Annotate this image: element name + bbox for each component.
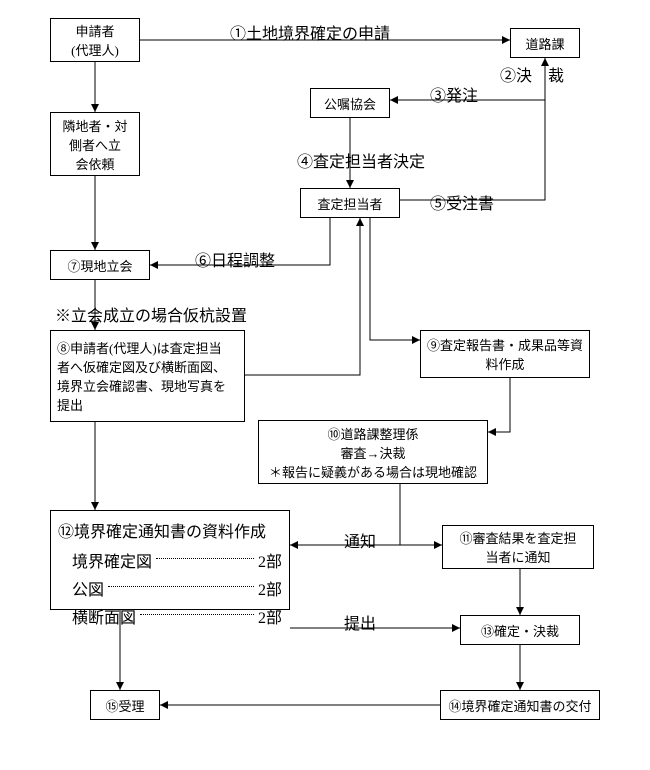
node-applicant: 申請者(代理人) — [50, 18, 140, 62]
docs12-row: 公図 2部 — [72, 576, 282, 600]
edge-label-5: ⑤受注書 — [430, 190, 494, 214]
node-notify11: ⑪審査結果を査定担当者に通知 — [442, 525, 594, 569]
node-meeting: ⑦現地立会 — [50, 250, 150, 280]
node-assoc: 公嘱協会 — [310, 88, 390, 118]
node-neighbor: 隣地者・対側者へ立会依頼 — [50, 112, 140, 176]
docs12-content: ⑫境界確定通知書の資料作成 境界確定図 2部 公図 2部 横断面図 2部 — [58, 518, 282, 632]
node-roaddiv: 道路課 — [510, 28, 580, 58]
node-report9: ⑨査定報告書・成果品等資料作成 — [420, 330, 590, 378]
node-accept15: ⑮受理 — [90, 690, 160, 720]
node-confirm13: ⑬確定・決裁 — [460, 615, 580, 645]
edge-label-6: ⑥日程調整 — [195, 247, 275, 271]
edge-label-4: ④査定担当者決定 — [297, 148, 425, 172]
node-submit: ⑧申請者(代理人)は査定担当者へ仮確定図及び横断面図、境界立会確認書、現地写真を… — [50, 330, 245, 422]
edge-label-notify: 通知 — [344, 528, 376, 552]
node-review10: ⑩道路課整理係審査→決裁＊報告に疑義がある場合は現地確認 — [258, 420, 488, 484]
docs12-title: ⑫境界確定通知書の資料作成 — [58, 518, 282, 542]
edge-label-2: ②決 裁 — [500, 62, 564, 86]
edge-label-1: ①土地境界確定の申請 — [230, 20, 390, 44]
node-assessor: 査定担当者 — [300, 188, 400, 218]
docs12-row: 境界確定図 2部 — [72, 548, 282, 572]
edge-label-3: ③発注 — [430, 82, 478, 106]
note-label: ※立会成立の場合仮杭設置 — [55, 302, 247, 326]
docs12-row: 横断面図 2部 — [72, 604, 282, 628]
node-issue14: ⑭境界確定通知書の交付 — [440, 690, 600, 720]
flowchart-canvas: 申請者(代理人) 道路課公嘱協会隣地者・対側者へ立会依頼査定担当者 ⑦現地立会 ⑧申請… — [0, 0, 650, 770]
edge-label-submit: 提出 — [344, 610, 376, 634]
